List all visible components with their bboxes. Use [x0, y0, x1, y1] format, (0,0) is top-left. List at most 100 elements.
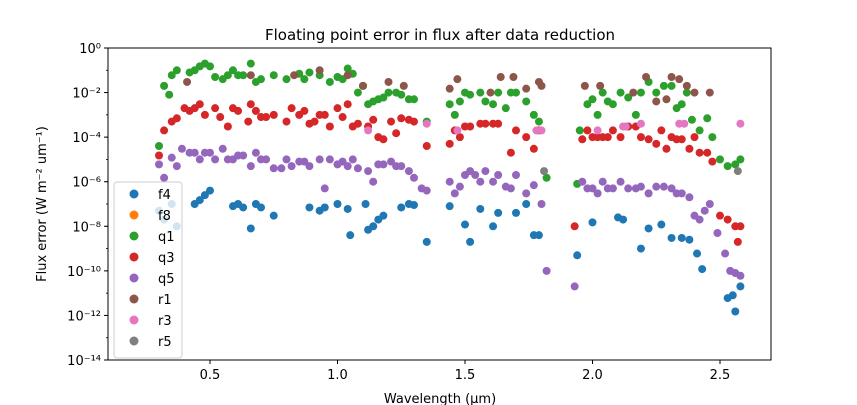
point-r3-11 — [736, 119, 745, 128]
point-q3-20 — [282, 117, 291, 126]
point-q1-69 — [636, 88, 645, 97]
point-q3-78 — [690, 133, 699, 142]
point-q5-53 — [481, 167, 490, 176]
point-f4-35 — [494, 208, 503, 217]
point-q3-58 — [570, 222, 579, 231]
point-q5-0 — [155, 160, 163, 169]
point-q3-1 — [160, 126, 169, 135]
point-r1-2 — [290, 71, 299, 80]
point-q1-60 — [583, 100, 592, 109]
point-q1-43 — [450, 110, 459, 119]
point-f4-15 — [305, 203, 314, 212]
legend-label-r3: r3 — [158, 314, 172, 329]
point-q1-42 — [445, 100, 454, 109]
point-q1-66 — [616, 88, 625, 97]
point-q5-51 — [471, 171, 480, 180]
point-q5-19 — [262, 155, 271, 164]
point-f4-28 — [410, 201, 418, 210]
point-q5-74 — [636, 182, 645, 191]
point-r3-10 — [680, 119, 689, 128]
legend-marker-r5 — [129, 336, 139, 346]
point-q5-26 — [305, 162, 314, 171]
point-q1-77 — [687, 115, 696, 124]
point-q5-1 — [160, 173, 169, 182]
point-q1-50 — [494, 88, 503, 97]
legend-label-f4: f4 — [158, 188, 171, 203]
series-r3 — [364, 119, 745, 135]
point-f4-25 — [379, 211, 388, 220]
point-q1-80 — [708, 133, 717, 142]
legend-marker-q5 — [129, 273, 139, 283]
point-q1-65 — [608, 100, 617, 109]
point-q3-85 — [733, 237, 742, 246]
point-q3-72 — [657, 126, 666, 135]
point-q1-75 — [677, 100, 686, 109]
point-q1-72 — [659, 81, 668, 90]
point-q3-44 — [445, 139, 454, 148]
point-q1-63 — [598, 88, 607, 97]
point-q1-20 — [282, 75, 291, 84]
point-q1-47 — [476, 88, 485, 97]
point-q5-15 — [239, 151, 248, 160]
point-q5-4 — [177, 144, 186, 153]
point-r1-25 — [690, 88, 699, 97]
point-q5-58 — [512, 171, 520, 180]
point-q3-55 — [522, 133, 531, 142]
point-q5-2 — [167, 153, 176, 162]
y-tick-label-2: 10⁻¹⁰ — [67, 265, 101, 280]
point-r1-22 — [667, 72, 676, 81]
point-f4-51 — [698, 265, 707, 274]
point-f4-6 — [200, 191, 209, 200]
point-q5-45 — [422, 186, 431, 195]
x-tick-label-3: 2.0 — [582, 368, 603, 383]
point-q3-77 — [685, 144, 694, 153]
point-q5-38 — [379, 160, 388, 169]
point-q5-47 — [450, 189, 459, 198]
point-q3-35 — [369, 115, 378, 124]
point-r1-7 — [399, 81, 408, 90]
point-f4-7 — [206, 186, 214, 195]
point-q1-0 — [155, 142, 163, 151]
point-r1-12 — [509, 72, 518, 81]
legend-label-r1: r1 — [158, 293, 172, 308]
point-q5-21 — [277, 164, 286, 173]
point-f4-29 — [422, 237, 431, 246]
point-q5-31 — [338, 157, 347, 166]
point-r1-8 — [445, 84, 454, 93]
point-f4-45 — [644, 224, 653, 233]
point-q3-0 — [155, 151, 163, 160]
point-q3-28 — [325, 122, 334, 131]
point-q1-13 — [228, 66, 237, 75]
point-f4-33 — [476, 204, 485, 213]
point-q1-68 — [631, 110, 640, 119]
point-r1-23 — [675, 75, 684, 84]
point-q3-14 — [244, 117, 253, 126]
point-q1-79 — [703, 114, 712, 123]
point-q1-19 — [269, 71, 278, 80]
point-q3-53 — [506, 148, 515, 157]
point-q5-70 — [608, 184, 617, 193]
point-q3-83 — [723, 215, 732, 224]
point-q1-22 — [300, 75, 309, 84]
point-r3-1 — [422, 119, 431, 128]
point-r3-5 — [593, 126, 602, 135]
point-q5-9 — [206, 148, 214, 157]
point-q3-81 — [708, 157, 717, 166]
point-q5-62 — [542, 266, 551, 275]
point-r3-7 — [621, 122, 630, 131]
y-tick-label-0: 10⁻¹⁴ — [67, 354, 101, 369]
point-q5-11 — [218, 144, 227, 153]
point-q1-83 — [731, 160, 740, 169]
point-q5-41 — [397, 162, 406, 171]
point-f4-53 — [728, 291, 737, 300]
point-q3-64 — [603, 133, 612, 142]
point-r1-6 — [384, 77, 393, 86]
point-q1-82 — [723, 162, 732, 171]
point-q5-59 — [522, 189, 531, 198]
point-q1-23 — [305, 68, 314, 77]
point-q3-71 — [652, 139, 661, 148]
series-q3 — [155, 100, 745, 246]
point-q5-16 — [246, 162, 255, 171]
point-q3-15 — [246, 100, 255, 109]
point-q1-73 — [667, 81, 676, 90]
